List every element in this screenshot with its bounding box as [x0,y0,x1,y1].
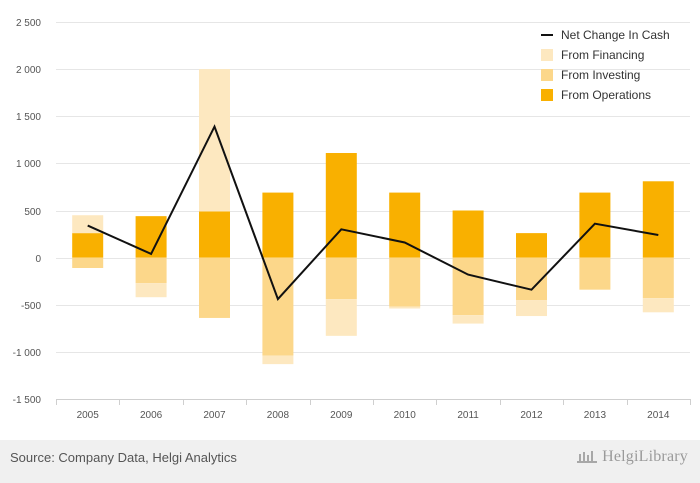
y-tick-label: 1 500 [16,112,41,123]
bar-from-investing-2014 [642,257,674,299]
net-change-line [87,124,659,301]
y-tick-label: -500 [21,301,41,312]
legend-label-from-investing: From Investing [561,68,640,82]
bar-from-financing-2012 [516,300,547,317]
bar-from-investing-2005 [72,257,104,268]
legend-label-from-financing: From Financing [561,48,644,62]
bar-from-investing-2011 [452,257,484,316]
x-tick-label-2009: 2009 [330,410,353,421]
bar-from-investing-2013 [579,257,611,290]
legend-swatch-from-operations [541,89,553,101]
bar-from-investing-2010 [389,257,421,307]
y-tick-label: 2 000 [16,65,41,76]
bar-from-operations-2011 [452,210,484,258]
legend-label-net-change-in-cash: Net Change In Cash [561,28,670,42]
x-tick-label-2012: 2012 [520,410,543,421]
legend-swatch-from-financing [541,49,553,61]
brand-logo: HelgiLibrary [576,448,688,466]
bar-from-investing-2009 [325,257,357,300]
y-tick-label: 1 000 [16,159,41,170]
x-tick-label-2007: 2007 [203,410,226,421]
bar-from-financing-2007 [199,69,230,212]
bar-from-financing-2009 [325,299,357,336]
bar-from-operations-2012 [516,233,547,258]
bar-from-operations-2014 [642,181,674,258]
x-tick-label-2011: 2011 [457,410,479,421]
y-tick-label: 500 [24,207,41,218]
legend: Net Change In Cash From Financing From Inv… [541,28,670,102]
bar-from-financing-2011 [452,315,484,324]
bar-from-investing-2007 [199,257,230,318]
x-tick-label-2008: 2008 [267,410,290,421]
x-tick-label-2014: 2014 [647,410,670,421]
bar-from-investing-2006 [135,257,167,284]
x-tick-label-2013: 2013 [584,410,607,421]
y-tick-label: -1 500 [13,395,42,406]
brand-name: HelgiLibrary [602,448,688,465]
bar-from-operations-2008 [262,192,294,258]
bar-from-operations-2005 [72,233,104,258]
library-icon [577,451,598,463]
legend-label-from-operations: From Operations [561,88,651,102]
x-tick-label-2010: 2010 [394,410,417,421]
legend-swatch-from-investing [541,69,553,81]
bar-from-operations-2007 [199,211,230,258]
bar-from-financing-2010 [389,306,421,309]
x-tick-label-2006: 2006 [140,410,163,421]
bar-from-financing-2006 [135,283,167,298]
bar-from-operations-2006 [135,216,167,258]
y-tick-label: -1 000 [13,348,42,359]
bar-from-financing-2008 [262,355,294,365]
y-tick-label: 2 500 [16,18,41,29]
bar-from-investing-2008 [262,257,294,356]
y-tick-label: 0 [35,254,41,265]
x-tick-label-2005: 2005 [77,410,100,421]
bar-from-financing-2014 [642,298,674,313]
cash-flow-chart: 2 500 2 000 1 500 1 000 500 0 -500 -1 000 -1 500… [13,18,691,421]
source-text: Source: Company Data, Helgi Analytics [10,450,237,465]
